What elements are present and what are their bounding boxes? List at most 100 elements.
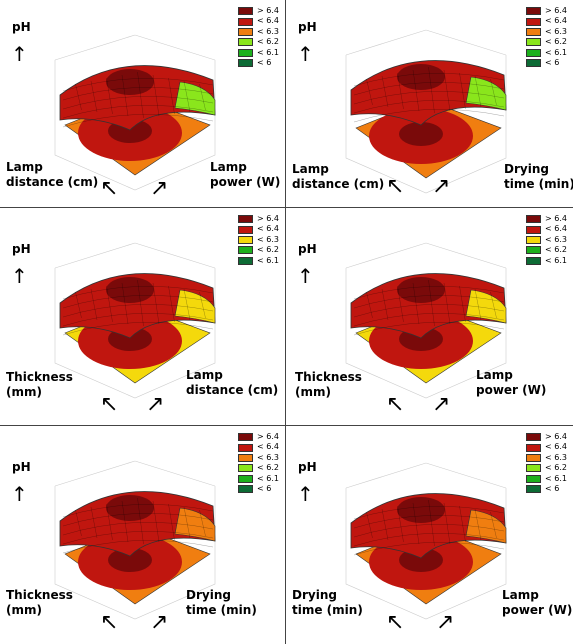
axis-frame	[425, 462, 507, 489]
surface-mesh-line	[90, 80, 98, 113]
legend-swatch	[238, 453, 254, 462]
surface-mesh-line	[199, 291, 206, 319]
surface-mesh-line	[397, 505, 404, 543]
legend-entry: < 6.3	[238, 235, 279, 245]
legend-entry: < 6.3	[238, 453, 279, 463]
legend-entry: < 6.1	[526, 48, 567, 58]
surface-peak	[397, 497, 445, 523]
up-right-arrow-icon: ↗	[150, 176, 169, 201]
surface-mesh-line	[106, 77, 113, 115]
surface-mesh-line	[75, 291, 82, 319]
surface-mesh-line	[353, 73, 505, 87]
legend: > 6.4 < 6.4 < 6.3 < 6.2 < 6.1 < 6	[238, 432, 279, 494]
surface-mesh-line	[183, 288, 191, 321]
legend-entry: < 6.4	[238, 224, 279, 234]
surface-mesh-line	[474, 288, 482, 321]
surface-mesh-line	[443, 502, 451, 545]
surface-peak	[106, 69, 154, 95]
legend-entry: > 6.4	[526, 6, 567, 16]
legend-entry: < 6.2	[526, 37, 567, 47]
legend-entry: < 6.1	[526, 256, 567, 266]
surface-mesh-line	[353, 82, 505, 96]
axis-frame	[54, 242, 136, 269]
legend-swatch	[526, 235, 542, 244]
surface-mesh-line	[106, 503, 113, 541]
right-axis-label: Drying time (min)	[186, 588, 257, 617]
left-axis-label: Thickness (mm)	[6, 588, 73, 617]
surface-plot	[54, 242, 216, 399]
surface-plot	[345, 242, 507, 399]
axis-frame	[345, 29, 427, 56]
legend-swatch	[526, 17, 542, 26]
response-surface	[59, 65, 216, 131]
legend-swatch	[526, 485, 542, 494]
surface-mesh-line	[459, 285, 466, 323]
legend-swatch	[238, 433, 254, 442]
legend-entry: > 6.4	[238, 6, 279, 16]
legend-swatch	[526, 38, 542, 47]
legend-label: < 6.3	[257, 26, 279, 36]
legend-label: < 6.2	[545, 245, 567, 255]
floor-contour-peak	[108, 548, 152, 572]
axis-frame	[345, 242, 427, 269]
legend-swatch	[526, 59, 542, 68]
up-arrow-icon: ↑	[11, 264, 28, 288]
legend-swatch	[238, 256, 254, 265]
legend-entry: < 6.2	[238, 245, 279, 255]
legend: > 6.4 < 6.4 < 6.3 < 6.2 < 6.1	[238, 214, 279, 266]
surface-mesh-line	[397, 285, 404, 323]
z-axis-label: pH	[12, 242, 31, 256]
legend-label: < 6	[545, 57, 560, 67]
legend-swatch	[238, 48, 254, 57]
surface-mesh-line	[168, 285, 175, 323]
surface-mesh-line	[90, 288, 98, 321]
surface-mesh-line	[62, 286, 214, 300]
legend-swatch	[526, 27, 542, 36]
surface-mesh-line	[62, 513, 214, 527]
legend-entry: < 6.4	[526, 442, 567, 452]
legend-label: < 6.1	[257, 473, 279, 483]
left-axis-label: Thickness (mm)	[295, 370, 362, 399]
surface-mesh-line	[381, 75, 389, 108]
legend-entry: < 6.1	[238, 474, 279, 484]
surface-mesh-line	[90, 506, 98, 539]
up-arrow-icon: ↑	[297, 42, 314, 66]
surface-mesh-line	[353, 542, 505, 556]
legend-entry: < 6.1	[238, 48, 279, 58]
up-right-arrow-icon: ↗	[150, 610, 169, 635]
axis-frame	[54, 34, 136, 61]
right-axis-label: Lamp power (W)	[210, 160, 281, 189]
legend-swatch	[238, 464, 254, 473]
axis-frame	[54, 486, 216, 620]
legend-label: < 6.4	[545, 224, 567, 234]
z-axis-label: pH	[298, 460, 317, 474]
legend-swatch	[526, 453, 542, 462]
chart-panel-4: pH ↑ Thickness (mm) Lamp power (W) ↖ ↗ > 6…	[286, 208, 573, 426]
surface-mesh-line	[353, 100, 505, 114]
surface-mesh-line	[353, 109, 505, 123]
right-axis-label: Lamp distance (cm)	[186, 368, 279, 397]
surface-mesh-line	[62, 304, 214, 318]
surface-mesh-line	[397, 72, 404, 110]
surface-mesh-line	[168, 77, 175, 115]
response-surface	[350, 60, 507, 126]
legend-label: > 6.4	[257, 6, 279, 15]
up-arrow-icon: ↑	[297, 482, 314, 506]
up-left-arrow-icon: ↖	[100, 610, 119, 635]
legend-label: < 6.1	[257, 47, 279, 57]
surface-plot	[345, 462, 507, 620]
chart-panel-3: pH ↑ Thickness (mm) Lamp distance (cm) ↖ ↗…	[0, 208, 286, 426]
legend-entry: > 6.4	[526, 432, 567, 442]
up-left-arrow-icon: ↖	[386, 610, 405, 635]
up-left-arrow-icon: ↖	[100, 392, 119, 417]
surface-mesh-line	[459, 72, 466, 110]
surface-mesh-line	[474, 508, 482, 541]
legend-entry: < 6.3	[526, 453, 567, 463]
surface-mesh-line	[353, 524, 505, 538]
surface-edge-band	[174, 289, 216, 324]
up-left-arrow-icon: ↖	[386, 392, 405, 417]
legend-label: < 6.3	[545, 452, 567, 462]
surface-mesh-line	[353, 295, 505, 309]
surface-mesh-line	[121, 282, 129, 325]
legend-label: < 6.1	[257, 255, 279, 265]
